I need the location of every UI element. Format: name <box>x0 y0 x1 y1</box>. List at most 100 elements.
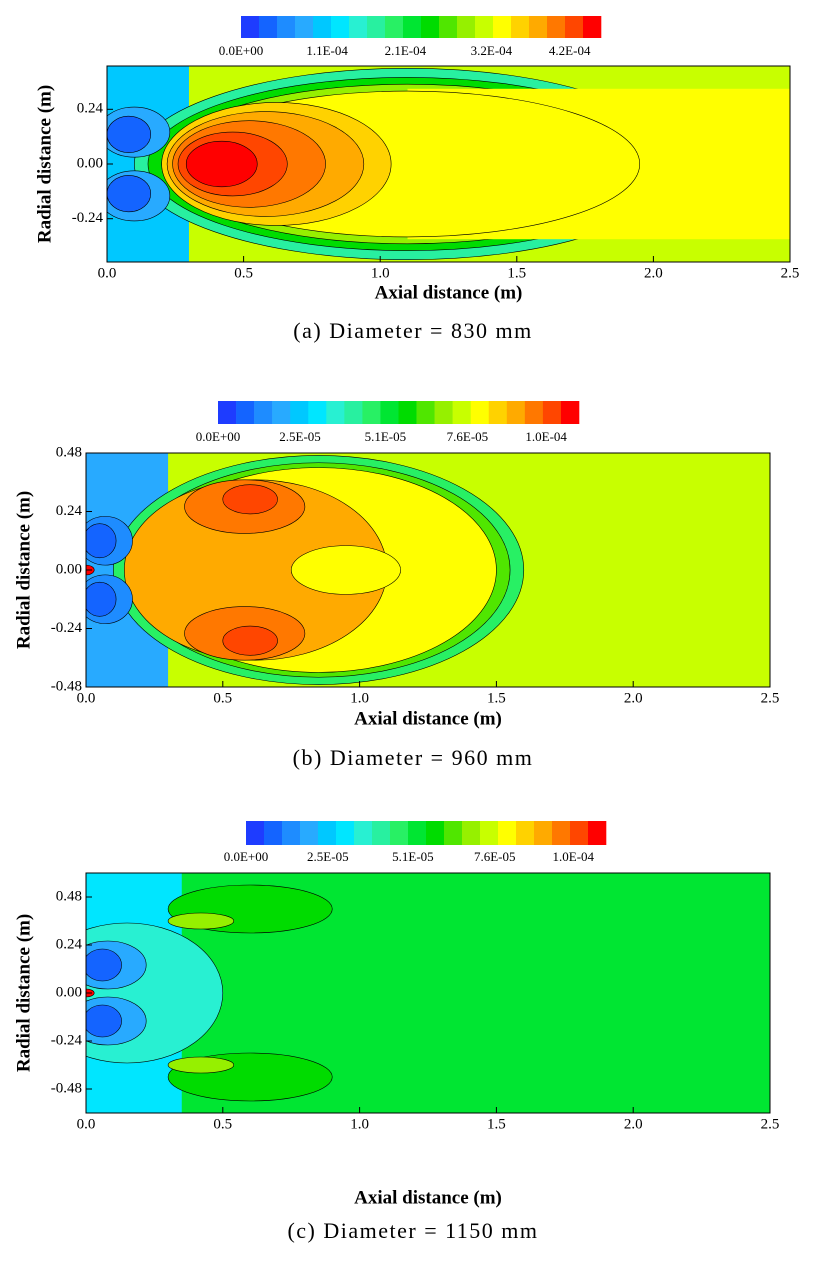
y-tick-label: -0.24 <box>51 620 83 636</box>
colorbar-swatch <box>511 16 530 38</box>
x-axis-title: Axial distance (m) <box>354 708 502 729</box>
colorbar-swatch <box>300 821 319 845</box>
colorbar-swatch <box>326 401 345 424</box>
colorbar-swatch <box>480 821 499 845</box>
colorbar-label: 5.1E-05 <box>392 849 434 864</box>
y-tick-label: 0.00 <box>56 561 82 577</box>
contour-panel: 0.0 0.5 1.0 1.5 2.0 2.5 0.24 0.00 -0.24 Axial dis… <box>34 16 800 343</box>
colorbar-swatch <box>444 821 463 845</box>
colorbar-swatch <box>542 401 562 424</box>
y-tick-label: 0.00 <box>77 155 103 171</box>
x-tick-label: 0.5 <box>234 265 253 281</box>
colorbar-label: 7.6E-05 <box>474 849 516 864</box>
colorbar-swatch <box>344 401 363 424</box>
x-tick-label: 1.5 <box>507 265 526 281</box>
contour-region <box>167 1056 235 1074</box>
colorbar-swatch <box>254 401 273 424</box>
colorbar-swatch <box>493 16 512 38</box>
colorbar-label: 1.0E-04 <box>553 849 595 864</box>
colorbar-swatch <box>560 401 580 424</box>
x-tick-label: 1.0 <box>350 1116 369 1132</box>
x-tick-label: 2.0 <box>644 265 663 281</box>
colorbar-swatch <box>565 16 584 38</box>
colorbar-swatch <box>416 401 435 424</box>
x-tick-label: 0.5 <box>213 690 232 706</box>
y-axis-title: Radial distance (m) <box>34 85 55 243</box>
contour-region <box>167 912 235 930</box>
colorbar-swatch <box>308 401 327 424</box>
colorbar-swatch <box>583 16 602 38</box>
contour-region <box>290 545 401 595</box>
y-tick-label: -0.48 <box>51 1080 82 1096</box>
colorbar-swatch <box>588 821 607 845</box>
y-tick-label: 0.24 <box>56 936 83 952</box>
colorbar-swatch <box>354 821 373 845</box>
x-tick-label: 1.0 <box>371 265 390 281</box>
y-tick-label: -0.24 <box>72 210 104 226</box>
y-axis-title: Radial distance (m) <box>13 914 34 1072</box>
colorbar-swatch <box>462 821 481 845</box>
colorbar-swatch <box>241 16 260 38</box>
colorbar-swatch <box>498 821 517 845</box>
y-tick-label: 0.24 <box>56 503 83 519</box>
colorbar-swatch <box>259 16 278 38</box>
colorbar-swatch <box>367 16 386 38</box>
colorbar-swatch <box>390 821 409 845</box>
x-axis-title: Axial distance (m) <box>375 282 523 303</box>
colorbar-swatch <box>331 16 350 38</box>
colorbar-swatch <box>421 16 440 38</box>
contour-field <box>86 453 770 687</box>
colorbar-label: 7.6E-05 <box>447 429 489 444</box>
colorbar-swatch <box>524 401 544 424</box>
x-tick-label: 2.0 <box>624 690 643 706</box>
colorbar-label: 2.1E-04 <box>385 43 427 58</box>
colorbar-swatch <box>452 401 471 424</box>
contour-panel: 0.0 0.5 1.0 1.5 2.0 2.5 0.48 0.24 0.00 -0.24 -0.48… <box>13 821 779 1243</box>
caption: (c) Diameter = 1150 mm <box>287 1218 538 1243</box>
colorbar-label: 2.5E-05 <box>307 849 349 864</box>
colorbar-swatch <box>529 16 548 38</box>
colorbar-swatch <box>552 821 571 845</box>
x-tick-label: 2.0 <box>624 1116 643 1132</box>
colorbar-swatch <box>336 821 355 845</box>
colorbar-swatch <box>349 16 368 38</box>
colorbar-label: 0.0E+00 <box>196 429 241 444</box>
y-axis-title: Radial distance (m) <box>13 491 34 649</box>
contour-region <box>86 581 117 617</box>
colorbar-swatch <box>408 821 427 845</box>
y-tick-label: -0.48 <box>51 678 82 694</box>
colorbar-swatch <box>218 401 237 424</box>
x-tick-label: 0.0 <box>98 265 117 281</box>
x-tick-label: 1.0 <box>350 690 369 706</box>
x-tick-label: 2.5 <box>781 265 800 281</box>
colorbar-swatch <box>282 821 301 845</box>
colorbar-swatch <box>426 821 445 845</box>
colorbar-swatch <box>264 821 283 845</box>
colorbar-label: 1.0E-04 <box>525 429 567 444</box>
colorbar-label: 0.0E+00 <box>224 849 269 864</box>
colorbar-swatch <box>439 16 458 38</box>
caption: (b) Diameter = 960 mm <box>293 745 534 770</box>
colorbar-label: 2.5E-05 <box>279 429 321 444</box>
colorbar-swatch <box>385 16 404 38</box>
caption: (a) Diameter = 830 mm <box>293 318 532 343</box>
colorbar-swatch <box>318 821 337 845</box>
contour-region <box>222 625 278 656</box>
contour-region <box>107 175 152 213</box>
contour-region <box>185 140 258 188</box>
contour-panel: 0.0 0.5 1.0 1.5 2.0 2.5 0.48 0.24 0.00 -0.24 -0.48… <box>13 401 779 770</box>
colorbar-swatch <box>434 401 453 424</box>
contour-field <box>107 66 790 262</box>
contour-region <box>222 484 278 515</box>
x-tick-label: 0.0 <box>77 1116 96 1132</box>
colorbar-swatch <box>236 401 255 424</box>
colorbar-label: 5.1E-05 <box>365 429 407 444</box>
x-tick-label: 0.5 <box>213 1116 232 1132</box>
x-tick-label: 1.5 <box>487 1116 506 1132</box>
colorbar-label: 3.2E-04 <box>471 43 513 58</box>
x-tick-label: 0.0 <box>77 690 96 706</box>
y-tick-label: 0.48 <box>56 888 82 904</box>
colorbar-swatch <box>488 401 508 424</box>
y-tick-label: 0.00 <box>56 984 82 1000</box>
colorbar-swatch <box>362 401 381 424</box>
